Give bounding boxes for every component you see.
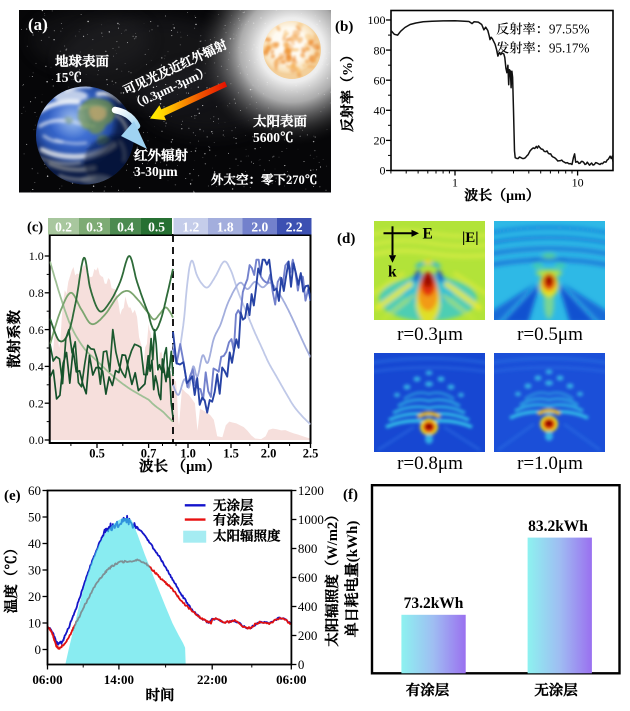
svg-text:1: 1 — [452, 176, 458, 190]
svg-text:06:00: 06:00 — [32, 672, 62, 687]
svg-text:0.2: 0.2 — [55, 220, 72, 235]
svg-text:无涂层: 无涂层 — [213, 498, 254, 513]
svg-text:温度（℃）: 温度（℃） — [3, 541, 20, 614]
svg-text:40: 40 — [374, 104, 386, 118]
svg-text:(d): (d) — [337, 231, 355, 247]
svg-text:60: 60 — [28, 483, 41, 498]
svg-text:外太空：零下270℃: 外太空：零下270℃ — [211, 173, 317, 187]
svg-text:有涂层: 有涂层 — [213, 513, 254, 528]
svg-text:r=1.0μm: r=1.0μm — [517, 453, 583, 474]
svg-text:10: 10 — [28, 615, 41, 630]
svg-text:时间: 时间 — [146, 687, 175, 704]
svg-text:0.8: 0.8 — [29, 286, 44, 300]
svg-text:有涂层: 有涂层 — [406, 682, 450, 699]
svg-text:反射率（%）: 反射率（%） — [339, 48, 356, 132]
svg-text:0: 0 — [380, 164, 386, 178]
svg-text:1.0: 1.0 — [29, 249, 44, 263]
svg-text:83.2kWh: 83.2kWh — [528, 518, 588, 535]
svg-text:波长 （μm）: 波长 （μm） — [139, 458, 221, 475]
svg-text:0.4: 0.4 — [29, 360, 44, 374]
svg-text:1.2: 1.2 — [182, 220, 199, 235]
svg-text:400: 400 — [298, 599, 318, 614]
svg-text:1.0: 1.0 — [180, 447, 196, 461]
svg-text:单日耗电量(kWh): 单日耗电量(kWh) — [343, 521, 361, 638]
svg-text:0.5: 0.5 — [148, 220, 165, 235]
svg-text:(c): (c) — [27, 220, 43, 236]
svg-text:2.2: 2.2 — [286, 220, 303, 235]
svg-text:(b): (b) — [335, 19, 353, 35]
svg-text:1200: 1200 — [298, 483, 324, 498]
svg-text:0.2: 0.2 — [29, 396, 44, 410]
svg-text:0.5: 0.5 — [89, 447, 105, 461]
svg-text:20: 20 — [28, 589, 41, 604]
svg-text:5600℃: 5600℃ — [253, 130, 294, 145]
svg-text:(a): (a) — [28, 15, 48, 34]
svg-text:1.5: 1.5 — [223, 447, 239, 461]
svg-text:15℃: 15℃ — [55, 70, 82, 85]
svg-text:r=0.8μm: r=0.8μm — [397, 453, 463, 474]
svg-text:10: 10 — [572, 176, 584, 190]
svg-text:0.6: 0.6 — [29, 323, 44, 337]
svg-text:100: 100 — [368, 13, 386, 27]
svg-text:散射系数: 散射系数 — [6, 310, 23, 368]
svg-text:0.4: 0.4 — [117, 220, 134, 235]
svg-text:太阳辐照度（W/m2）: 太阳辐照度（W/m2） — [324, 507, 341, 646]
svg-text:0.0: 0.0 — [29, 433, 44, 447]
svg-text:40: 40 — [28, 536, 41, 551]
svg-text:60: 60 — [374, 73, 386, 87]
svg-text:发射率：95.17%: 发射率：95.17% — [496, 40, 589, 55]
svg-text:30: 30 — [28, 562, 41, 577]
svg-text:无涂层: 无涂层 — [534, 682, 578, 699]
svg-text:波长（μm）: 波长（μm） — [464, 187, 540, 204]
svg-text:73.2kWh: 73.2kWh — [404, 595, 464, 612]
svg-text:E: E — [423, 225, 433, 242]
svg-text:k: k — [388, 263, 397, 280]
svg-text:0.7: 0.7 — [141, 447, 157, 461]
svg-text:0: 0 — [298, 657, 305, 672]
svg-text:红外辐射: 红外辐射 — [134, 148, 188, 163]
svg-text:0.3: 0.3 — [86, 220, 103, 235]
svg-text:太阳表面: 太阳表面 — [253, 114, 307, 129]
svg-text:地球表面: 地球表面 — [55, 54, 109, 69]
svg-text:2.0: 2.0 — [251, 220, 268, 235]
svg-text:反射率：97.55%: 反射率：97.55% — [496, 22, 589, 37]
svg-text:2.5: 2.5 — [303, 447, 319, 461]
svg-text:1000: 1000 — [298, 512, 324, 527]
svg-text:1.8: 1.8 — [217, 220, 234, 235]
svg-text:|E|: |E| — [462, 230, 479, 246]
svg-text:600: 600 — [298, 570, 318, 585]
svg-text:2.0: 2.0 — [261, 447, 277, 461]
svg-text:3-30μm: 3-30μm — [134, 164, 178, 179]
svg-text:0: 0 — [35, 642, 42, 657]
svg-text:r=0.5μm: r=0.5μm — [517, 324, 583, 345]
svg-text:50: 50 — [28, 509, 41, 524]
svg-text:200: 200 — [298, 628, 318, 643]
svg-text:06:00: 06:00 — [276, 672, 306, 687]
svg-text:(f): (f) — [343, 487, 358, 503]
svg-text:太阳辐照度: 太阳辐照度 — [213, 529, 281, 544]
svg-text:80: 80 — [374, 43, 386, 57]
svg-text:r=0.3μm: r=0.3μm — [397, 324, 463, 345]
svg-text:(e): (e) — [4, 488, 21, 504]
svg-text:22:00: 22:00 — [197, 672, 227, 687]
svg-text:14:00: 14:00 — [104, 672, 134, 687]
svg-text:20: 20 — [374, 134, 386, 148]
svg-text:800: 800 — [298, 541, 318, 556]
